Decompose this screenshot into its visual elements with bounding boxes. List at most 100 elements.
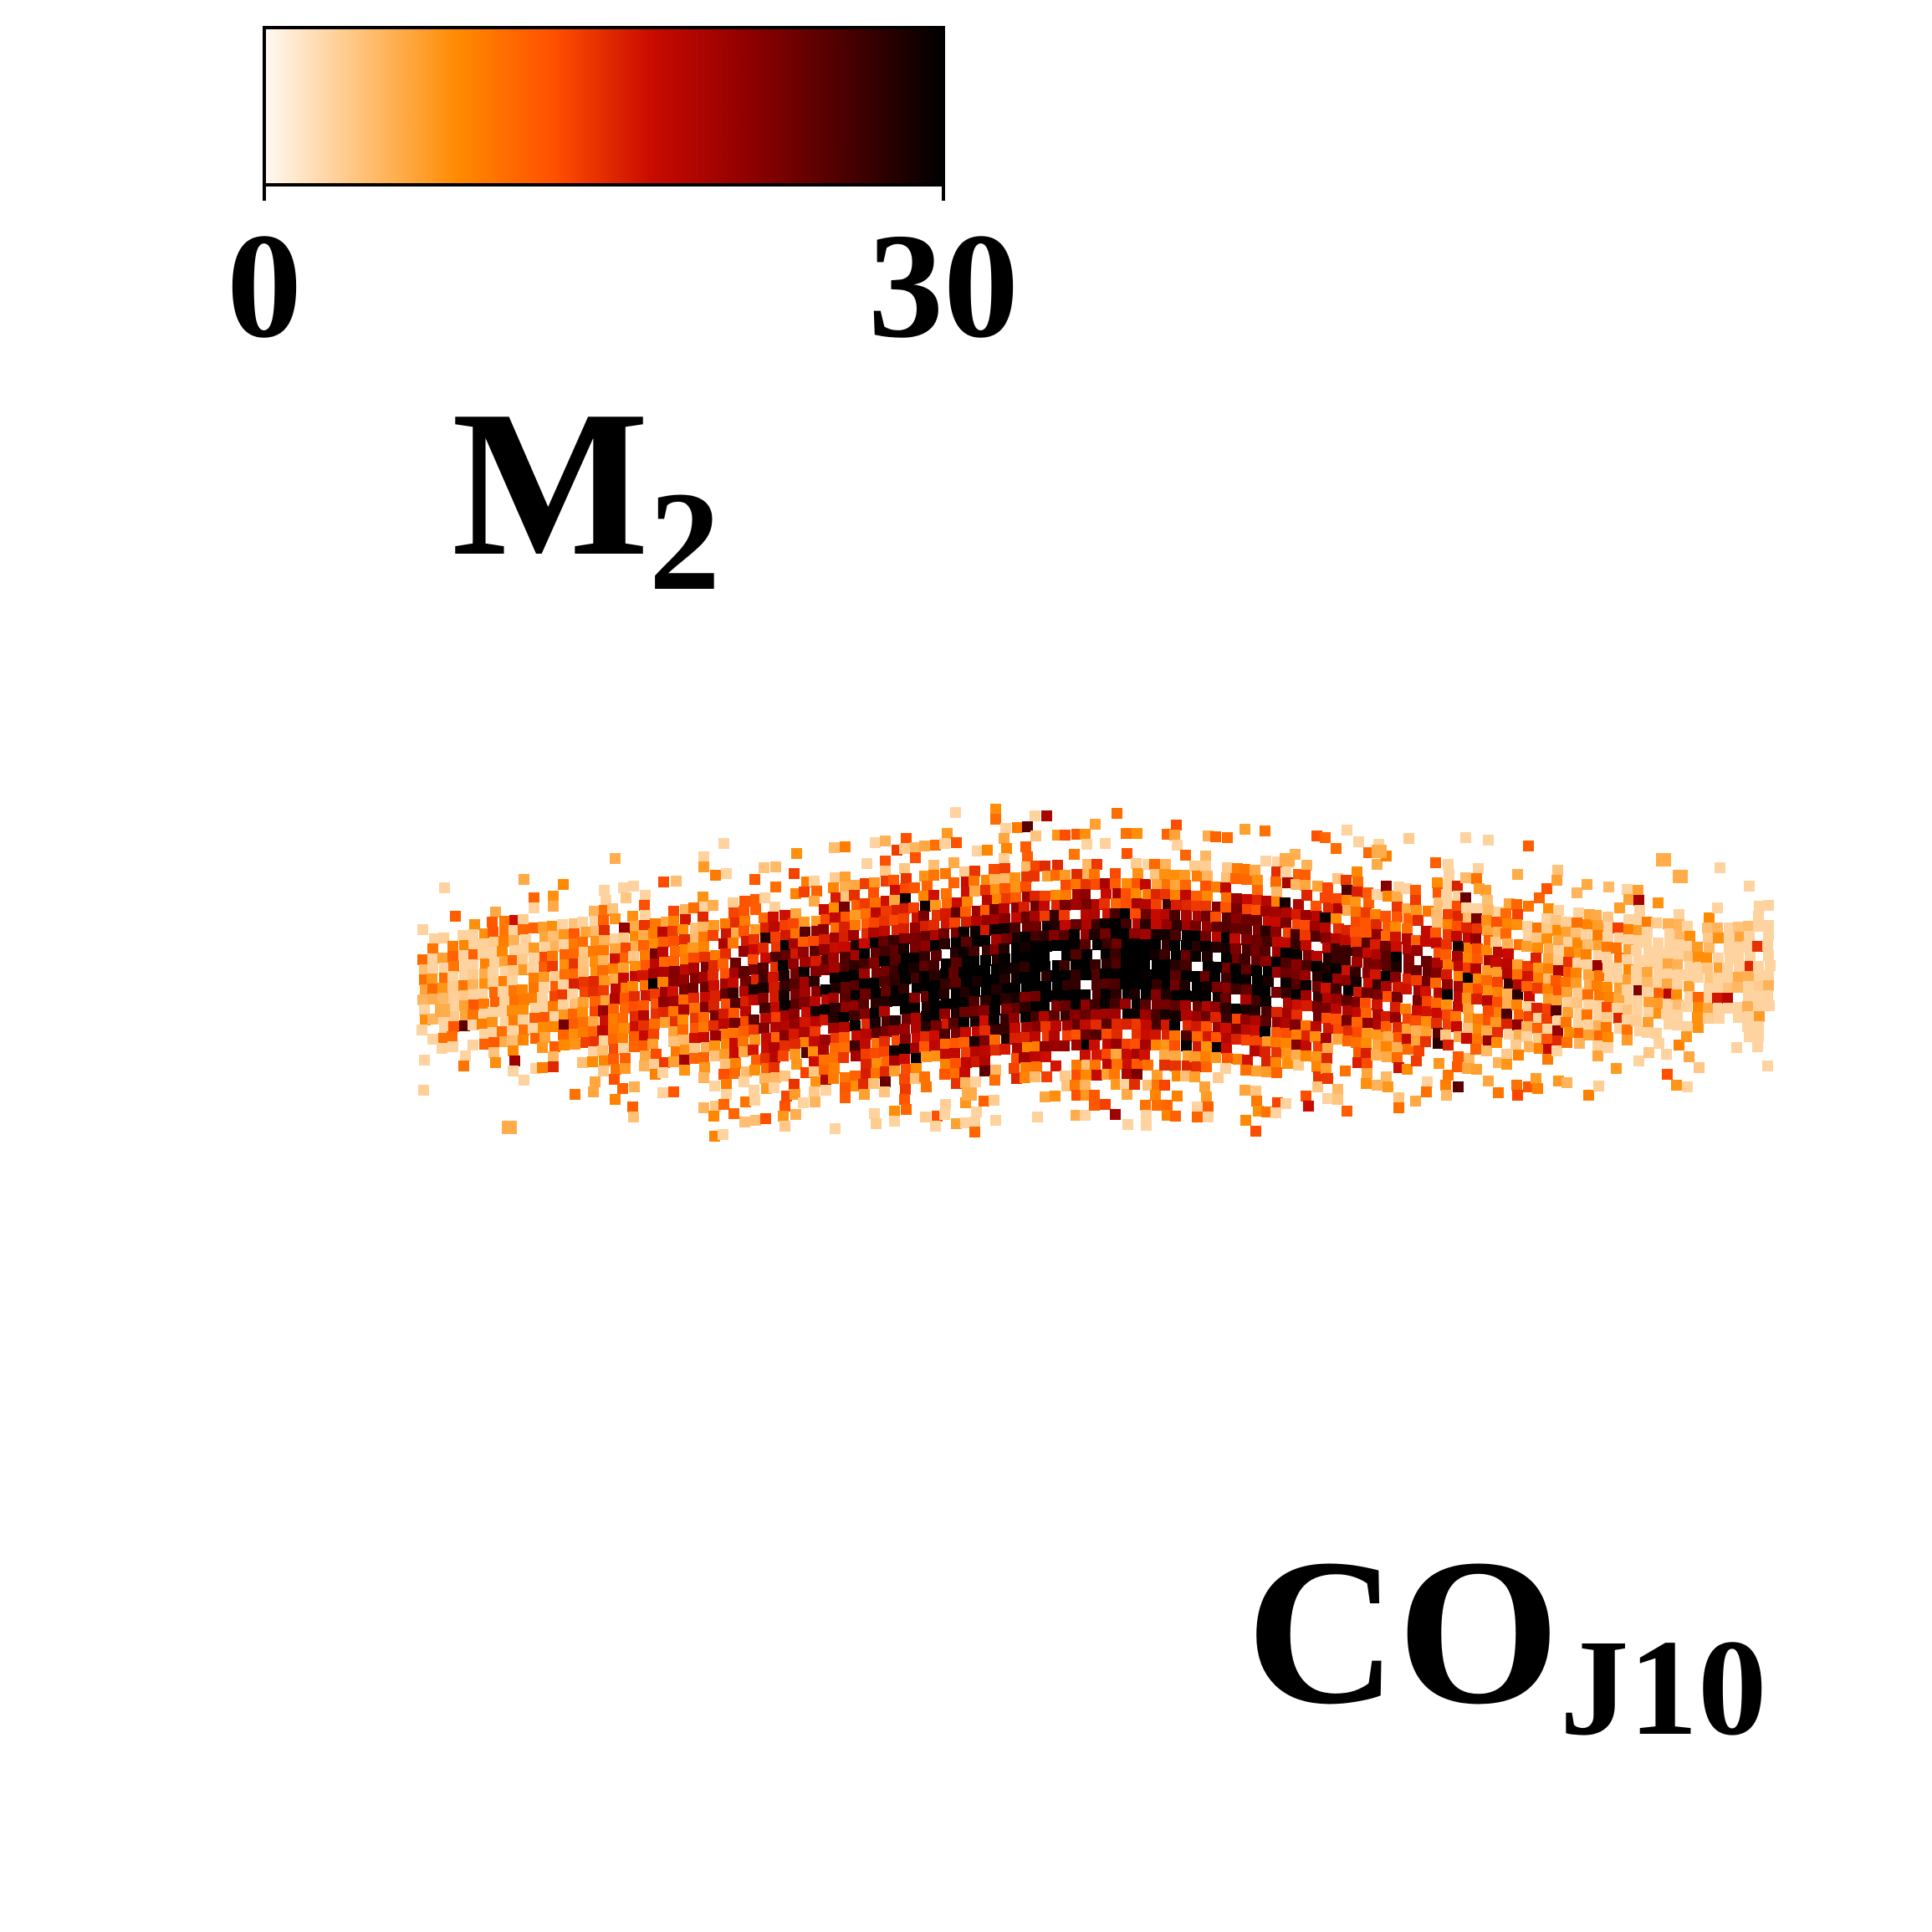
heatmap-cell [1561, 927, 1572, 938]
heatmap-cell [1210, 1012, 1221, 1023]
heatmap-cell [769, 1042, 779, 1053]
heatmap-cell [1030, 1071, 1040, 1082]
heatmap-cell [1030, 831, 1041, 841]
heatmap-cell [1211, 1032, 1222, 1043]
heatmap-cell [1172, 920, 1183, 931]
heatmap-cell [680, 954, 691, 965]
heatmap-cell [688, 902, 699, 913]
heatmap-cell [809, 1036, 820, 1047]
heatmap-cell [678, 1035, 689, 1045]
heatmap-cell [1342, 975, 1352, 986]
heatmap-cell [1122, 878, 1132, 889]
heatmap-cell [1682, 921, 1693, 932]
heatmap-cell [488, 1047, 499, 1058]
heatmap-cell [1400, 1004, 1411, 1015]
heatmap-cell [799, 917, 810, 928]
heatmap-cell [1171, 1010, 1182, 1021]
heatmap-cell [1441, 939, 1452, 950]
heatmap-cell [698, 1032, 709, 1043]
heatmap-cell [698, 912, 708, 923]
heatmap-cell [1081, 1030, 1091, 1040]
heatmap-cell [979, 1035, 990, 1046]
heatmap-cell [1684, 951, 1694, 962]
heatmap-cell [1531, 933, 1542, 943]
heatmap-cell [1190, 921, 1201, 932]
heatmap-cell [960, 987, 971, 998]
heatmap-cell [1504, 979, 1515, 989]
heatmap-cell [1151, 909, 1162, 920]
heatmap-cell [1340, 1066, 1351, 1076]
heatmap-cell [1434, 988, 1444, 999]
heatmap-cell [1521, 1021, 1532, 1032]
heatmap-cell [1122, 1019, 1132, 1030]
heatmap-cell [1252, 875, 1263, 886]
heatmap-cell [677, 1025, 688, 1035]
heatmap-cell [1564, 947, 1575, 958]
heatmap-cell [1533, 973, 1544, 984]
heatmap-cell [779, 1101, 790, 1112]
heatmap-cell [478, 999, 489, 1009]
heatmap-cell [1300, 970, 1311, 981]
heatmap-cell [850, 980, 861, 991]
heatmap-cell [889, 915, 900, 926]
heatmap-cell [1523, 841, 1534, 851]
heatmap-cell [1140, 999, 1151, 1010]
heatmap-cell [931, 980, 942, 991]
heatmap-cell [972, 976, 983, 987]
heatmap-cell [999, 1024, 1010, 1035]
heatmap-cell [1162, 959, 1173, 970]
heatmap-cell [1272, 947, 1283, 958]
heatmap-cell [1524, 1041, 1535, 1052]
heatmap-cell [1643, 1007, 1654, 1018]
heatmap-cell [1190, 931, 1201, 942]
heatmap-cell [1092, 989, 1103, 1000]
heatmap-cell [508, 1045, 519, 1056]
heatmap-cell [739, 916, 750, 927]
heatmap-cell [1682, 1081, 1693, 1092]
heatmap-cell [1763, 900, 1774, 911]
heatmap-cell [989, 1075, 1000, 1086]
heatmap-cell [478, 948, 488, 959]
heatmap-cell [468, 969, 478, 980]
heatmap-cell [880, 946, 891, 957]
heatmap-cell [598, 985, 609, 996]
heatmap-cell [1203, 1031, 1214, 1042]
heatmap-cell [658, 997, 669, 1008]
heatmap-cell [1271, 987, 1282, 998]
heatmap-cell [1633, 1055, 1644, 1066]
heatmap-cell [1432, 958, 1443, 969]
heatmap-cell [1140, 969, 1151, 980]
heatmap-cell [1342, 995, 1352, 1006]
heatmap-cell [1392, 912, 1403, 923]
heatmap-cell [790, 928, 801, 939]
heatmap-cell [951, 988, 962, 999]
heatmap-cell [1291, 939, 1301, 950]
heatmap-cell [1100, 999, 1111, 1009]
heatmap-cell [1673, 999, 1684, 1010]
heatmap-cell [1653, 938, 1664, 948]
heatmap-cell [739, 1076, 749, 1087]
heatmap-cell [1381, 981, 1392, 992]
heatmap-cell [890, 1015, 901, 1026]
heatmap-cell [680, 914, 691, 925]
heatmap-cell [818, 924, 829, 935]
heatmap-cell [1071, 1060, 1082, 1071]
heatmap-cell [678, 1004, 689, 1015]
heatmap-cell [1071, 1040, 1082, 1050]
heatmap-cell [1321, 1003, 1331, 1014]
heatmap-cell [749, 1095, 760, 1106]
heatmap-cell [1193, 1041, 1204, 1052]
heatmap-cell [728, 988, 739, 999]
heatmap-cell [1231, 1004, 1242, 1015]
heatmap-cell [1593, 1000, 1604, 1011]
heatmap-cell [1340, 955, 1351, 966]
heatmap-cell [1112, 888, 1123, 899]
heatmap-cell [1260, 996, 1271, 1007]
heatmap-cell [768, 912, 779, 923]
heatmap-cell [1411, 975, 1422, 986]
heatmap-cell [1132, 948, 1142, 959]
heatmap-cell [741, 1066, 752, 1077]
heatmap-cell [1091, 859, 1102, 870]
heatmap-cell [1383, 891, 1393, 902]
heatmap-cell [1662, 979, 1673, 989]
